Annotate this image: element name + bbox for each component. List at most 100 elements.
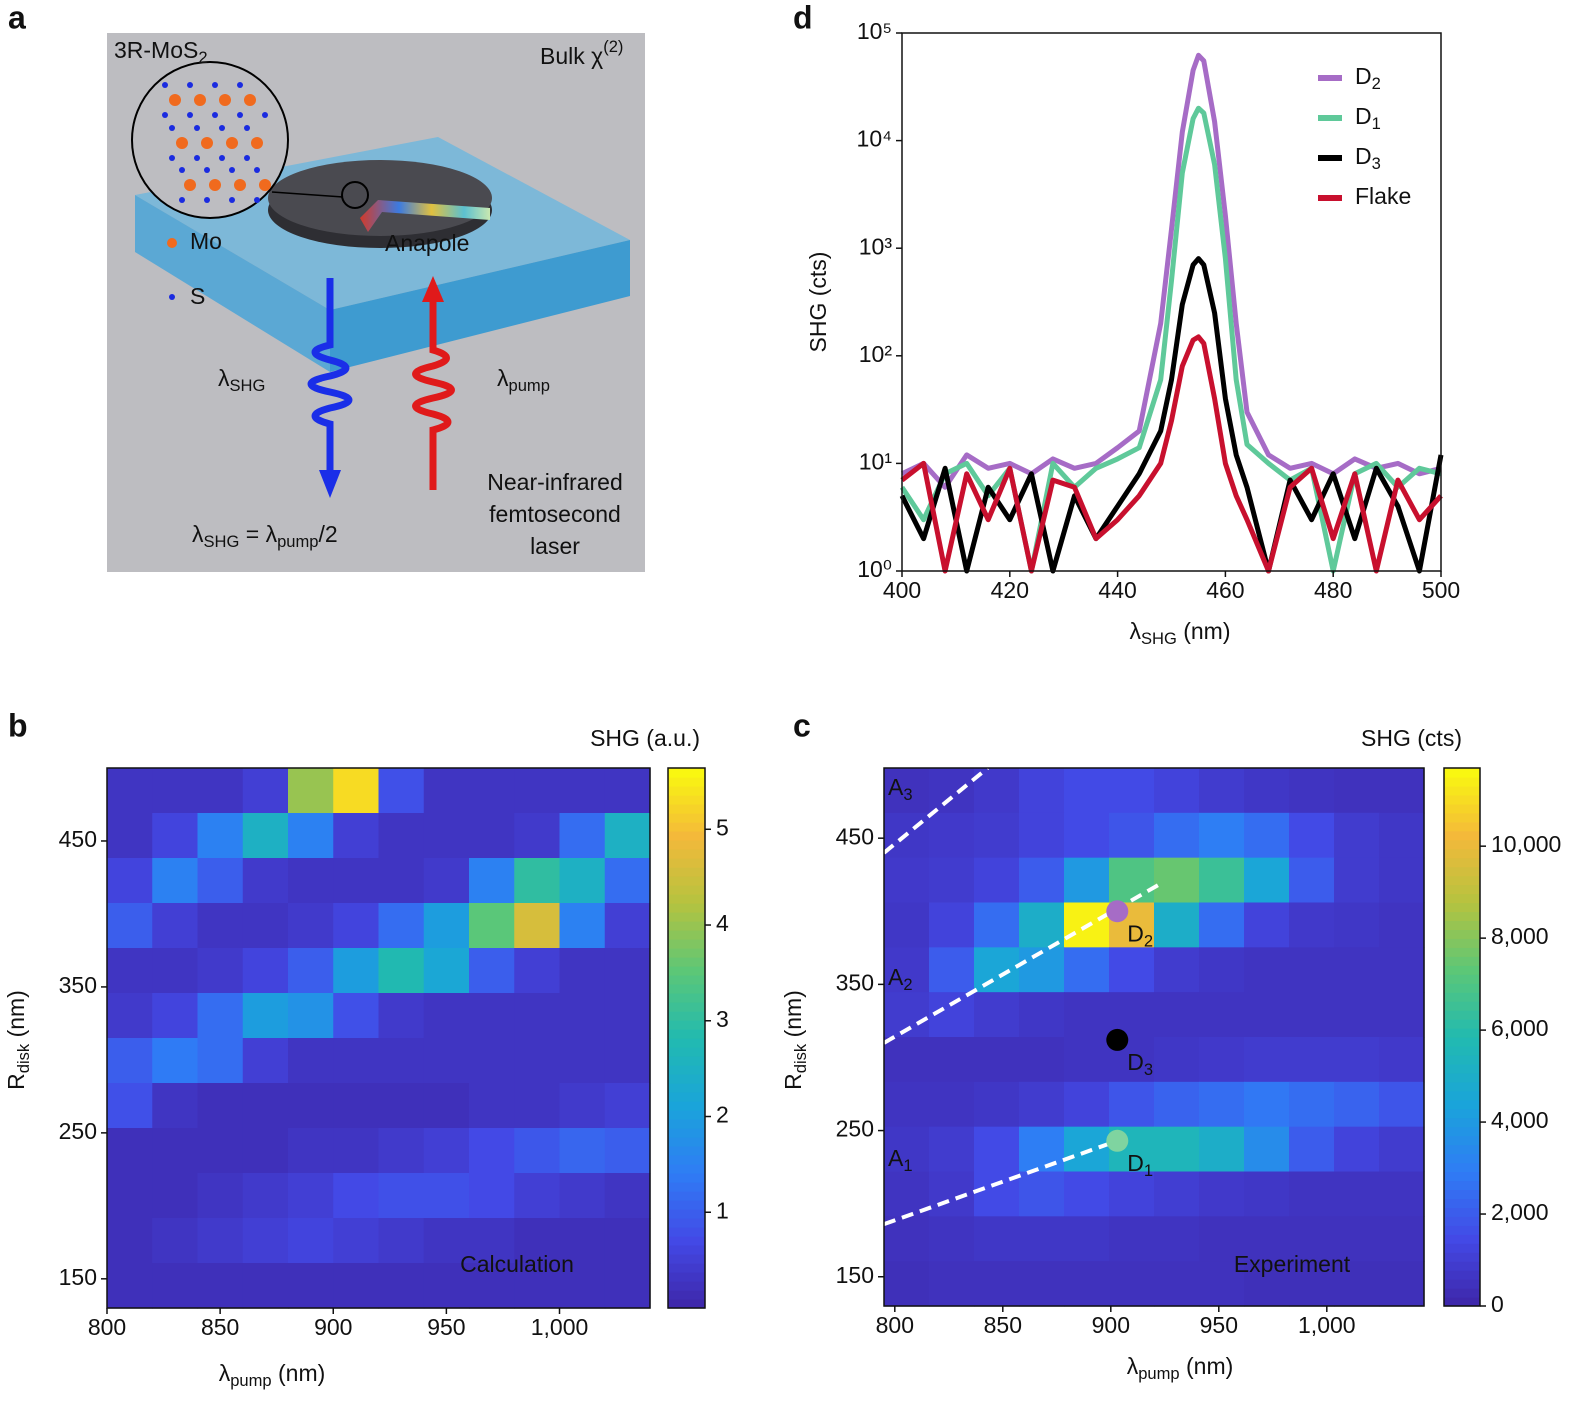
text-part: 2 bbox=[1372, 74, 1381, 93]
heatmap-cell bbox=[559, 948, 606, 994]
x-axis-label: λpump (nm) bbox=[219, 1360, 326, 1390]
heatmap-cell bbox=[1064, 1171, 1110, 1217]
colorbar-segment bbox=[668, 1173, 705, 1183]
s-atoms bbox=[162, 82, 268, 300]
heatmap-cell bbox=[974, 902, 1020, 948]
heatmap-cell bbox=[929, 1216, 975, 1262]
colorbar-segment bbox=[1444, 1144, 1480, 1155]
marker-label: D1 bbox=[1127, 1150, 1153, 1180]
colorbar-segment bbox=[1444, 1153, 1480, 1164]
heatmap-cell bbox=[197, 903, 244, 949]
heatmap-cell bbox=[1154, 1126, 1200, 1173]
colorbar-segment bbox=[668, 768, 705, 778]
heatmap-cell bbox=[1244, 947, 1290, 993]
heatmap-cell bbox=[333, 903, 380, 949]
colorbar-segment bbox=[1444, 947, 1480, 957]
heatmap-cell bbox=[1334, 902, 1380, 948]
heatmap-cell bbox=[1379, 1171, 1425, 1217]
colorbar-segment bbox=[1444, 1297, 1480, 1307]
colorbar-segment bbox=[1444, 1162, 1480, 1173]
colorbar-segment bbox=[1444, 768, 1480, 778]
substrate-front bbox=[135, 195, 330, 372]
x-tick-label: 850 bbox=[984, 1312, 1022, 1338]
shg-arrowhead bbox=[319, 470, 341, 498]
colorbar-segment bbox=[668, 1020, 705, 1030]
heatmap-cell bbox=[152, 1263, 199, 1309]
x-tick-label: 850 bbox=[201, 1314, 239, 1340]
text-part: (nm) bbox=[272, 1360, 326, 1386]
heatmap-cell bbox=[1334, 812, 1380, 859]
colorbar-segment bbox=[1444, 839, 1480, 850]
anapole-field bbox=[360, 200, 490, 232]
heatmap-cell bbox=[242, 993, 289, 1039]
heatmap-cell bbox=[604, 1263, 651, 1309]
laser-label: laser bbox=[530, 533, 580, 559]
text-part: A bbox=[888, 774, 904, 800]
colorbar-segment bbox=[668, 948, 705, 958]
heatmap-cell bbox=[469, 1173, 515, 1219]
heatmap-cell bbox=[152, 813, 199, 859]
colorbar-segment bbox=[1444, 902, 1480, 913]
colorbar-tick-label: 5 bbox=[716, 814, 729, 840]
heatmap-cell bbox=[1064, 812, 1110, 859]
heatmap-cell bbox=[197, 1083, 244, 1129]
heatmap-cell bbox=[1289, 1261, 1335, 1307]
heatmap-cell bbox=[423, 1128, 470, 1174]
colorbar-segment bbox=[1444, 983, 1480, 993]
heatmap-cell bbox=[514, 858, 561, 904]
colorbar-segment bbox=[668, 1002, 705, 1012]
text-part: SHG bbox=[230, 376, 266, 395]
heatmap-cell bbox=[152, 1128, 199, 1174]
heatmap-cell bbox=[514, 1218, 561, 1264]
heatmap-cell bbox=[1334, 1037, 1380, 1083]
heatmap-cell bbox=[423, 1083, 470, 1129]
colorbar-tick-label: 4,000 bbox=[1491, 1107, 1549, 1133]
heatmap-cell bbox=[514, 1128, 561, 1174]
heatmap-cell bbox=[469, 1128, 515, 1174]
heatmap-cell bbox=[1109, 947, 1155, 993]
heatmap-cell bbox=[1109, 1081, 1155, 1128]
heatmap-cell bbox=[1289, 947, 1335, 993]
colorbar-segment bbox=[668, 921, 705, 931]
text-part: /2 bbox=[318, 521, 337, 547]
text-part: disk bbox=[14, 1043, 33, 1073]
x-tick-label: 420 bbox=[991, 577, 1029, 603]
heatmap-cell bbox=[604, 1038, 651, 1084]
heatmap-cell bbox=[197, 993, 244, 1039]
plot-frame bbox=[106, 767, 651, 1309]
heatmap-cell bbox=[423, 993, 470, 1039]
shg-wave bbox=[307, 278, 353, 475]
colorbar-frame bbox=[667, 767, 706, 1309]
heatmap-cell bbox=[1379, 1261, 1425, 1307]
legend-mo: Mo bbox=[190, 228, 222, 254]
colorbar-segment bbox=[668, 831, 705, 841]
colorbar-segment bbox=[1444, 884, 1480, 895]
heatmap-cell bbox=[1154, 1081, 1200, 1128]
heatmap-cell bbox=[378, 1173, 425, 1219]
series-line bbox=[900, 334, 1443, 574]
heatmap-cell bbox=[152, 948, 199, 994]
colorbar-segment bbox=[1444, 1261, 1480, 1271]
heatmap-cell bbox=[1064, 1037, 1110, 1083]
heatmap-cell bbox=[559, 993, 606, 1039]
heatmap-cell bbox=[152, 1173, 199, 1219]
heatmap-cell bbox=[514, 768, 561, 814]
colorbar-segment bbox=[668, 813, 705, 823]
heatmap-cell bbox=[1244, 857, 1290, 904]
heatmap-cell bbox=[1154, 1216, 1200, 1262]
heatmap-cell bbox=[514, 948, 561, 994]
heatmap-cell bbox=[152, 1218, 199, 1264]
colorbar-segment bbox=[668, 822, 705, 832]
heatmap-cell bbox=[288, 1038, 334, 1084]
x-tick-label: 480 bbox=[1314, 577, 1352, 603]
heatmap-cell bbox=[929, 857, 975, 904]
y-tick-label: 350 bbox=[59, 972, 97, 998]
y-tick-label: 10³ bbox=[859, 233, 893, 259]
x-tick-label: 440 bbox=[1098, 577, 1136, 603]
heatmap-cell bbox=[1244, 768, 1290, 814]
disk-top bbox=[268, 160, 492, 236]
heatmap-cell bbox=[1289, 768, 1335, 814]
colorbar-segment bbox=[668, 993, 705, 1003]
colorbar-segment bbox=[1444, 992, 1480, 1002]
text-part: λ bbox=[218, 365, 230, 391]
